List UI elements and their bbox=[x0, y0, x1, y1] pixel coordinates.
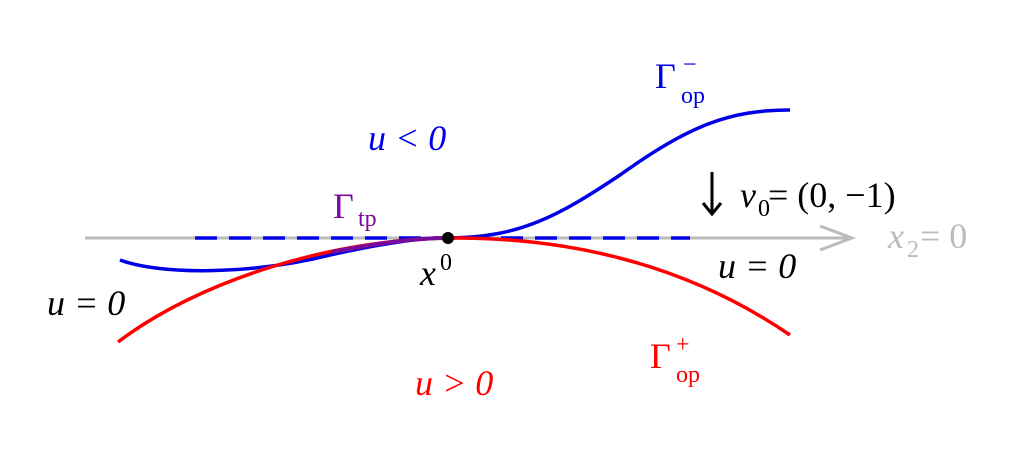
label-sup: 0 bbox=[440, 250, 452, 276]
purple-overlap bbox=[331, 236, 449, 254]
label-sub: op bbox=[676, 362, 700, 388]
label-sup: − bbox=[683, 52, 697, 78]
axis-arrow bbox=[819, 224, 857, 252]
label: Γ bbox=[655, 56, 676, 96]
label-sub: 0 bbox=[758, 196, 770, 222]
label-sub: 2 bbox=[907, 237, 919, 263]
label: = (0, −1) bbox=[768, 175, 896, 215]
label: u = 0 bbox=[718, 246, 796, 286]
point bbox=[442, 232, 454, 244]
label-sup: + bbox=[676, 332, 690, 358]
blue-curve bbox=[119, 108, 791, 273]
label: ν bbox=[740, 175, 756, 215]
red-curve bbox=[116, 236, 791, 344]
label: Γ bbox=[650, 336, 671, 376]
label: u = 0 bbox=[47, 283, 125, 323]
label: Γ bbox=[333, 186, 354, 226]
label: u < 0 bbox=[368, 118, 446, 158]
label: x bbox=[419, 253, 436, 293]
label: u > 0 bbox=[415, 363, 493, 403]
label-sub: op bbox=[681, 83, 705, 109]
normal-arrowhead bbox=[701, 202, 723, 217]
label: = 0 bbox=[920, 216, 967, 256]
label: x bbox=[887, 216, 904, 256]
label-sub: tp bbox=[358, 206, 377, 232]
